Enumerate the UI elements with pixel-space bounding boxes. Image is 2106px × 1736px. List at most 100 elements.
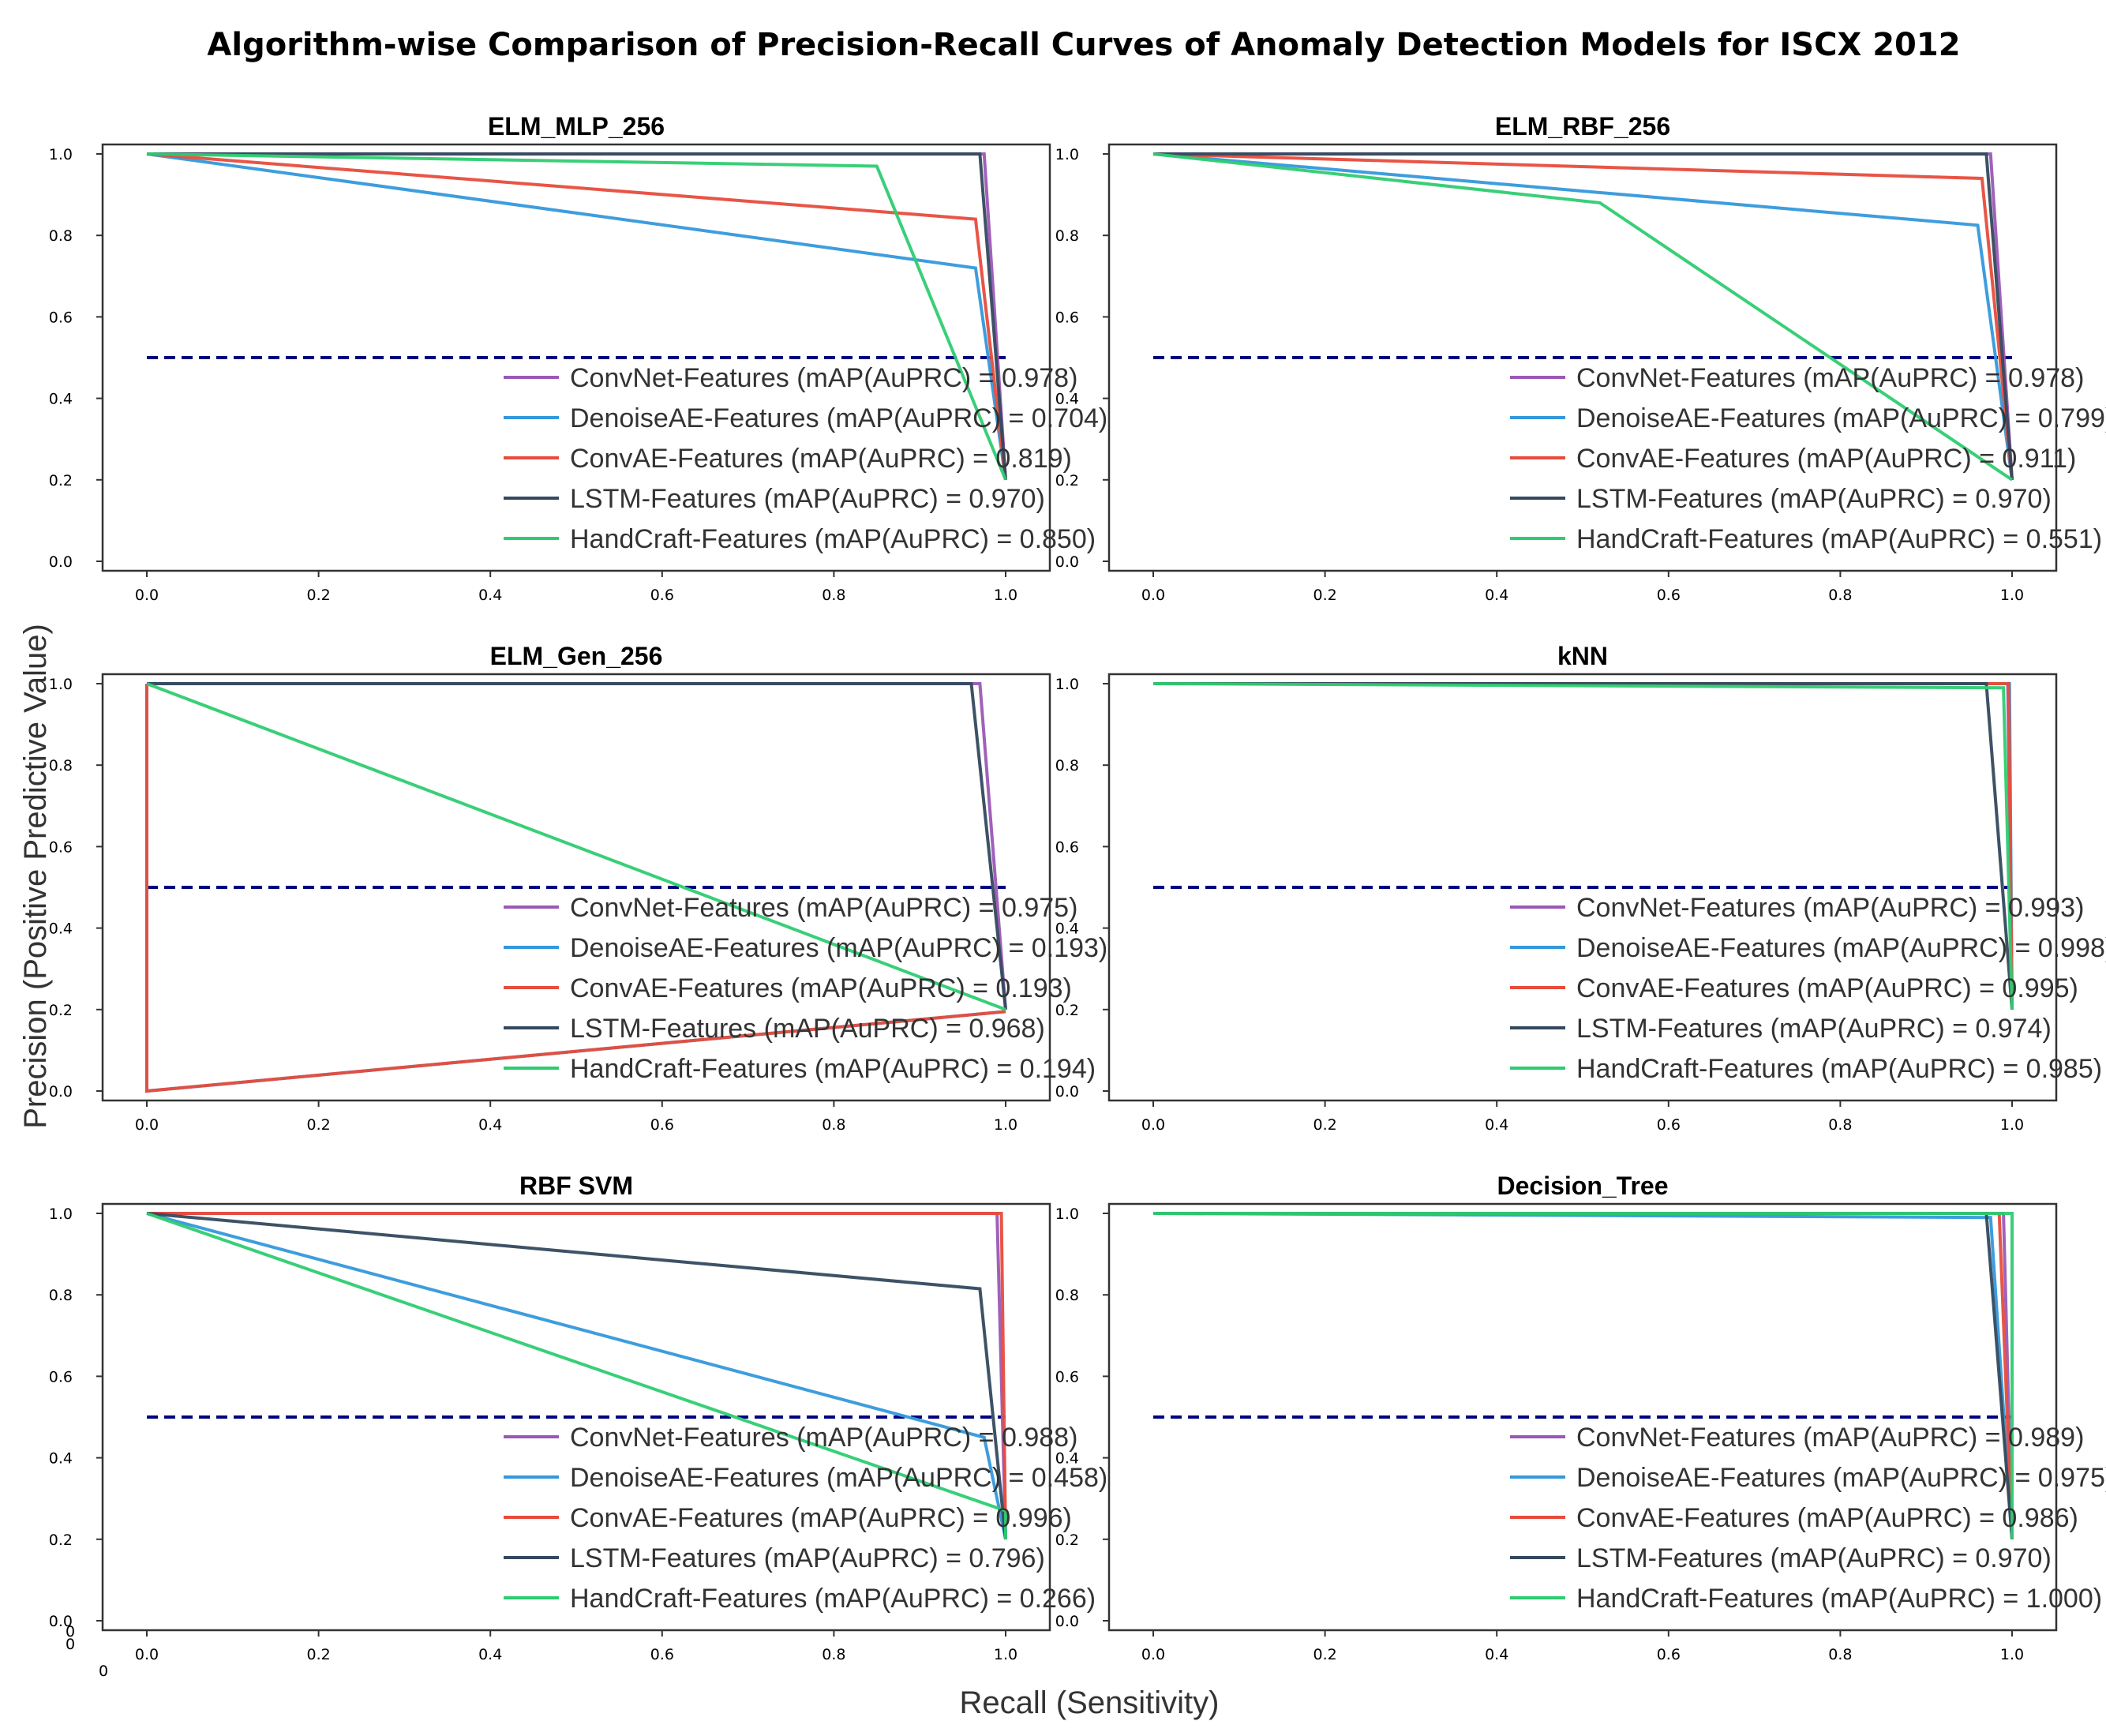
legend-label: ConvAE-Features (mAP(AuPRC) = 0.995): [1576, 973, 2078, 1003]
x-tick-label: 0.4: [478, 587, 502, 604]
panel-title: ELM_Gen_256: [490, 642, 663, 670]
panel-title: ELM_MLP_256: [488, 112, 665, 141]
x-tick-label: 0.4: [478, 1646, 502, 1663]
y-tick-label: 0.2: [1055, 1002, 1079, 1019]
legend-label: ConvAE-Features (mAP(AuPRC) = 0.996): [570, 1503, 1072, 1533]
x-tick-label: 0.6: [650, 1646, 674, 1663]
legend-label: LSTM-Features (mAP(AuPRC) = 0.796): [570, 1543, 1045, 1573]
y-tick-label: 0.4: [1055, 391, 1079, 408]
legend: ConvNet-Features (mAP(AuPRC) = 0.975) Den…: [504, 893, 1107, 1084]
x-tick-label: 0.4: [1485, 1646, 1508, 1663]
x-tick-label: 0.8: [822, 1116, 845, 1134]
y-tick-label: 0.4: [1055, 1450, 1079, 1468]
y-axis-label: Precision (Positive Predictive Value): [18, 624, 53, 1129]
x-tick-label: 0.2: [1313, 1116, 1336, 1134]
stray-tick-label: 0: [66, 1636, 75, 1653]
legend: ConvNet-Features (mAP(AuPRC) = 0.978) Den…: [1510, 363, 2106, 554]
y-tick-label: 0.6: [49, 309, 73, 326]
y-tick-label: 0.6: [49, 1368, 73, 1385]
axes-frame: [1107, 673, 2058, 1102]
y-tick-label: 0.4: [49, 1450, 73, 1468]
axes-frame: [1107, 1202, 2058, 1632]
series-line-handcraft: [146, 152, 1007, 481]
legend-label: HandCraft-Features (mAP(AuPRC) = 0.551): [1576, 524, 2102, 554]
series-line-lstm: [146, 1212, 1007, 1540]
x-tick-label: 0.6: [1657, 1646, 1681, 1663]
x-tick-label: 0.2: [306, 587, 330, 604]
y-tick-label: 0.2: [49, 472, 73, 489]
series-line-handcraft: [1152, 152, 2014, 482]
y-tick-label: 0.8: [1055, 227, 1079, 245]
y-tick-label: 0.2: [1055, 472, 1079, 489]
series-line-lstm: [147, 682, 1007, 1010]
panels: ELM_MLP_256 0.0 0.2 0.4 0.6 0.8 1.0 0.0 0.2 0.4 0.…: [49, 112, 2106, 1663]
series-line-lstm: [147, 152, 1007, 480]
panel-title: kNN: [1557, 642, 1608, 670]
y-tick-label: 0.6: [1055, 1368, 1079, 1385]
y-tick-label: 0.8: [49, 227, 73, 245]
panel-title: ELM_RBF_256: [1495, 112, 1670, 141]
x-tick-label: 0.2: [1313, 1646, 1336, 1663]
legend-label: LSTM-Features (mAP(AuPRC) = 0.974): [1576, 1014, 2052, 1044]
y-tick-label: 1.0: [1055, 676, 1079, 693]
x-tick-label: 0.0: [1141, 1646, 1165, 1663]
series-line-denoiseae: [146, 152, 1007, 481]
legend-label: ConvAE-Features (mAP(AuPRC) = 0.193): [570, 973, 1072, 1003]
legend-label: DenoiseAE-Features (mAP(AuPRC) = 0.704): [570, 403, 1107, 433]
legend-label: HandCraft-Features (mAP(AuPRC) = 0.194): [570, 1054, 1096, 1084]
x-tick-label: 1.0: [2000, 587, 2024, 604]
figure-title: Algorithm-wise Comparison of Precision-R…: [207, 27, 1960, 63]
y-tick-label: 0.6: [49, 838, 73, 856]
x-tick-label: 0.4: [1485, 587, 1508, 604]
x-tick-label: 0.0: [135, 587, 159, 604]
series-line-lstm: [1153, 152, 2014, 480]
legend-label: DenoiseAE-Features (mAP(AuPRC) = 0.998): [1576, 933, 2106, 963]
legend-label: DenoiseAE-Features (mAP(AuPRC) = 0.193): [570, 933, 1107, 963]
x-tick-label: 1.0: [994, 1646, 1017, 1663]
y-tick-label: 0.2: [49, 1002, 73, 1019]
y-tick-label: 0.8: [1055, 1287, 1079, 1304]
legend-label: LSTM-Features (mAP(AuPRC) = 0.970): [1576, 484, 2052, 514]
panel-title: RBF SVM: [519, 1172, 633, 1200]
y-tick-label: 0.0: [49, 553, 73, 571]
axes-frame: [101, 1202, 1051, 1632]
y-tick-label: 1.0: [49, 146, 73, 163]
x-tick-label: 0.8: [822, 1646, 845, 1663]
legend-label: ConvNet-Features (mAP(AuPRC) = 0.988): [570, 1423, 1077, 1453]
series-line-handcraft: [146, 682, 1006, 1011]
x-axis-label: Recall (Sensitivity): [960, 1685, 1220, 1720]
x-tick-label: 0.6: [650, 1116, 674, 1134]
legend-label: LSTM-Features (mAP(AuPRC) = 0.970): [1576, 1543, 2052, 1573]
panel: Decision_Tree 0.0 0.2 0.4 0.6 0.8 1.0 0.0 0.2 0.4…: [1055, 1172, 2106, 1663]
x-tick-label: 0.4: [1485, 1116, 1508, 1134]
legend: ConvNet-Features (mAP(AuPRC) = 0.989) Den…: [1510, 1423, 2106, 1614]
legend: ConvNet-Features (mAP(AuPRC) = 0.988) Den…: [504, 1423, 1107, 1614]
panel: ELM_RBF_256 0.0 0.2 0.4 0.6 0.8 1.0 0.0 0.2 0.4 0.…: [1055, 112, 2106, 604]
x-tick-label: 0.0: [135, 1116, 159, 1134]
x-tick-label: 1.0: [2000, 1646, 2024, 1663]
x-tick-label: 0.0: [135, 1646, 159, 1663]
series-line-denoiseae: [1152, 152, 2014, 481]
series-line-handcraft: [146, 1212, 1007, 1539]
y-tick-label: 1.0: [49, 1205, 73, 1223]
legend-label: HandCraft-Features (mAP(AuPRC) = 0.985): [1576, 1054, 2102, 1084]
legend-label: ConvNet-Features (mAP(AuPRC) = 0.989): [1576, 1423, 2084, 1453]
legend-label: DenoiseAE-Features (mAP(AuPRC) = 0.799): [1576, 403, 2106, 433]
stray-tick-label: 0: [66, 1623, 75, 1640]
legend-label: HandCraft-Features (mAP(AuPRC) = 1.000): [1576, 1584, 2102, 1614]
y-tick-label: 0.0: [49, 1083, 73, 1100]
legend: ConvNet-Features (mAP(AuPRC) = 0.978) Den…: [504, 363, 1107, 554]
stray-tick-label: 0: [99, 1663, 108, 1680]
y-tick-label: 0.4: [49, 920, 73, 938]
y-tick-label: 0.8: [1055, 757, 1079, 774]
legend-label: ConvAE-Features (mAP(AuPRC) = 0.986): [1576, 1503, 2078, 1533]
panel: ELM_MLP_256 0.0 0.2 0.4 0.6 0.8 1.0 0.0 0.2 0.4 0.…: [49, 112, 1107, 604]
axes-frame: [1107, 143, 2058, 572]
legend-label: HandCraft-Features (mAP(AuPRC) = 0.850): [570, 524, 1096, 554]
x-tick-label: 0.6: [1657, 1116, 1681, 1134]
x-tick-label: 0.0: [1141, 587, 1165, 604]
y-tick-label: 0.4: [49, 391, 73, 408]
axes-frame: [101, 143, 1051, 572]
legend: ConvNet-Features (mAP(AuPRC) = 0.993) Den…: [1510, 893, 2106, 1084]
legend-label: LSTM-Features (mAP(AuPRC) = 0.970): [570, 484, 1045, 514]
